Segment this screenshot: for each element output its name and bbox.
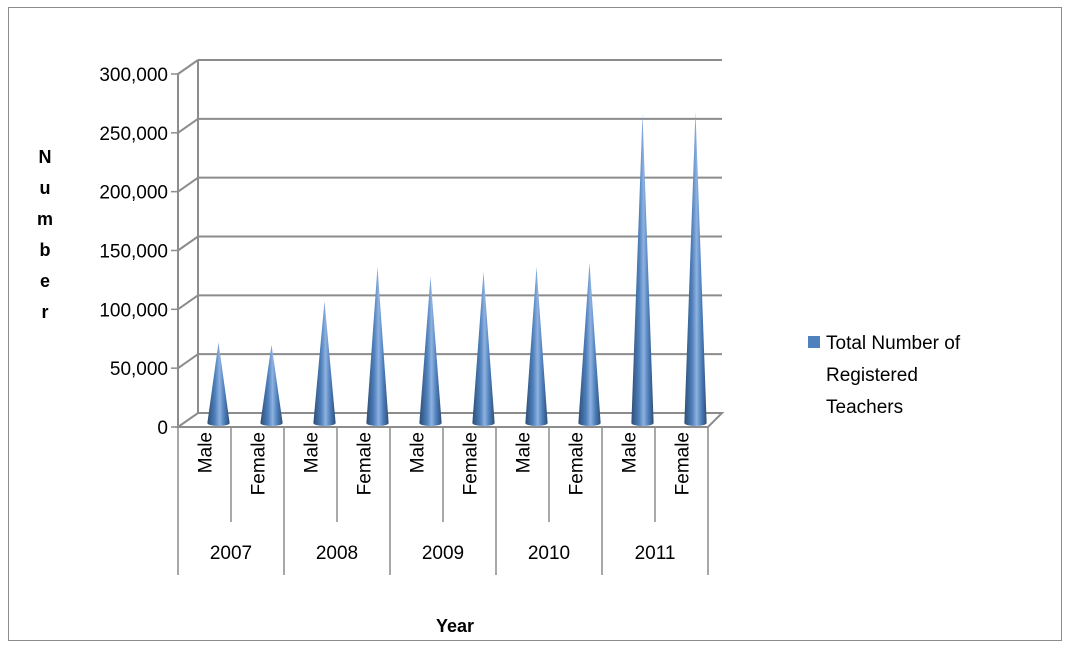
y-tick-label: 150,000 [99,242,168,263]
cone [684,111,707,427]
gridline-side [177,176,199,193]
gridlines [171,59,722,428]
x-axis-title: Year [436,616,474,636]
gridline-side [177,353,199,369]
category-label: Male [514,432,535,473]
y-tick-label: 200,000 [99,183,168,204]
group-label: 2010 [528,543,570,564]
gridline-side [177,59,199,75]
legend-label-line-2: Registered [826,365,918,386]
cone [578,262,601,426]
cone [631,114,654,427]
cone-series [207,111,707,427]
cone-body [260,344,283,426]
y-tick-label: 250,000 [99,124,168,145]
cone-body [313,301,336,426]
y-tick-labels: 0 50,000 100,000 150,000 200,000 250,000 300,0… [99,65,168,439]
y-axis-title-letter: m [37,209,53,229]
cone [419,276,442,426]
cone-body [578,262,601,426]
y-axis-title-letter: e [40,271,50,291]
legend-label-line-3: Teachers [826,397,903,418]
group-label: 2009 [422,543,464,564]
cone [260,344,283,426]
cone [313,301,336,426]
cone [207,342,230,426]
cone-body [207,342,230,426]
gridline-side [177,235,199,252]
y-axis-title-letter: u [40,178,51,198]
category-label: Male [620,432,641,473]
y-tick-label: 50,000 [110,359,168,380]
y-tick-label: 100,000 [99,300,168,321]
legend: Total Number of Registered Teachers [808,333,961,418]
cone-body [472,271,495,426]
legend-label-line-1: Total Number of [826,333,961,354]
category-label: Female [673,432,694,495]
floor [174,412,725,428]
group-label: 2011 [635,543,676,564]
category-label: Female [355,432,376,495]
cone-body [631,114,654,427]
y-axis-title: Number [37,147,53,322]
category-label: Female [567,432,588,495]
y-tick-label: 0 [157,418,168,439]
category-label: Female [249,432,270,495]
cone [366,267,389,426]
y-axis-title-letter: N [39,147,52,167]
gridline-side [177,294,199,311]
group-label: 2007 [210,543,252,564]
cone-body [419,276,442,426]
y-tick-label: 300,000 [99,65,168,86]
category-label: Female [461,432,482,495]
category-table: Male Female Male Female Male Female Male Female… [177,427,709,575]
cone-body [366,267,389,426]
gridline-side [177,118,199,134]
cone-body [525,267,548,426]
category-label: Male [196,432,217,473]
y-axis-title-letter: r [41,302,48,322]
category-label: Male [302,432,323,473]
cone [472,271,495,426]
legend-swatch [808,336,820,348]
y-axis-title-letter: b [40,240,51,260]
group-label: 2008 [316,543,358,564]
cone [525,267,548,426]
cone-body [684,111,707,427]
category-label: Male [408,432,429,473]
